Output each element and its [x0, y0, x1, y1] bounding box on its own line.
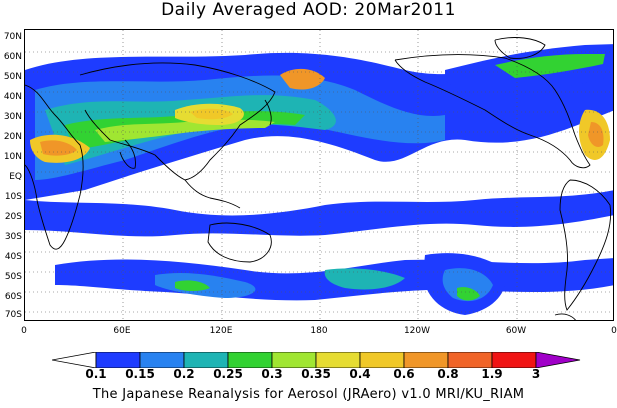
coast-india [119, 139, 136, 169]
colorbar-label-0.3: 0.3 [261, 367, 283, 381]
colorbar-bin-10 [491, 352, 537, 368]
colorbar-label-0.8: 0.8 [437, 367, 459, 381]
colorbar-label-0.2: 0.2 [173, 367, 195, 381]
coast-north-america [394, 54, 591, 169]
colorbar-label-0.25: 0.25 [213, 367, 243, 381]
aod-hotspot-nepac [280, 68, 325, 90]
aod-hotspot-asia-core [190, 108, 233, 120]
aod-band-north-5 [95, 119, 275, 142]
colorbar-label-0.6: 0.6 [393, 367, 415, 381]
lat-label-20n: 20N [3, 132, 22, 142]
aod-field [25, 44, 613, 315]
lat-label-30n: 30N [3, 112, 22, 122]
lat-label-50s: 50S [4, 272, 22, 282]
lon-label-180: 180 [310, 326, 328, 336]
coast-asia [79, 62, 276, 181]
coast-south-america [559, 179, 612, 311]
aod-hotspot-centralam-core [588, 122, 604, 147]
colorbar-bin-8 [403, 352, 449, 368]
coast-australia [207, 222, 272, 263]
credit-line: The Japanese Reanalysis for Aerosol (JRA… [92, 387, 525, 402]
lat-label-10s: 10S [4, 192, 22, 202]
colorbar-bin-3 [183, 352, 229, 368]
colorbar-high-triangle [535, 352, 581, 368]
aod-band-sa-2 [442, 268, 493, 302]
aod-band-southpac [324, 268, 405, 290]
colorbar-bin-9 [447, 352, 493, 368]
lon-label-120e: 120E [209, 326, 233, 336]
lon-label-0-west: 0 [21, 326, 27, 336]
lon-label-60w: 60W [505, 326, 527, 336]
lat-label-60s: 60S [4, 292, 22, 302]
colorbar-label-0.15: 0.15 [125, 367, 155, 381]
coast-greenland [494, 37, 546, 59]
coast-europe-africa [25, 84, 84, 250]
aod-hotspot-sa [457, 287, 480, 301]
colorbar-bin-2 [139, 352, 185, 368]
colorbar-bin-6 [315, 352, 361, 368]
aod-field-svg [25, 30, 613, 320]
lat-label-40n: 40N [3, 92, 22, 102]
colorbar-label-3: 3 [531, 367, 541, 381]
coast-se-asia [184, 179, 241, 209]
colorbar-label-0.1: 0.1 [85, 367, 107, 381]
coast-antarctic-pen [554, 313, 577, 320]
map-title: Daily Averaged AOD: 20Mar2011 [161, 0, 456, 20]
lat-label-eq: EQ [9, 172, 22, 182]
lat-label-20s: 20S [4, 212, 22, 222]
lat-label-40s: 40S [4, 252, 22, 262]
aod-colorbar [52, 352, 581, 368]
lat-label-60n: 60N [3, 52, 22, 62]
lat-label-70n: 70N [3, 32, 22, 42]
coastlines [25, 37, 612, 320]
lat-label-30s: 30S [4, 232, 22, 242]
colorbar-label-0.35: 0.35 [301, 367, 331, 381]
colorbar-bin-1 [95, 352, 141, 368]
colorbar-low-triangle [52, 352, 97, 368]
colorbar-label-0.4: 0.4 [349, 367, 371, 381]
lat-label-70s: 70S [4, 310, 22, 320]
aod-hotspot-south [175, 280, 210, 291]
colorbar-bin-4 [227, 352, 273, 368]
lon-label-0-east: 0 [611, 326, 617, 336]
aod-band-na-2 [495, 54, 605, 78]
colorbar-bin-5 [271, 352, 317, 368]
coast-japan [264, 99, 272, 126]
lon-label-60e: 60E [113, 326, 131, 336]
colorbar-bin-7 [359, 352, 405, 368]
lat-label-50n: 50N [3, 72, 22, 82]
colorbar-label-1.9: 1.9 [481, 367, 503, 381]
map-panel [24, 29, 614, 321]
lat-label-10n: 10N [3, 152, 22, 162]
lon-label-120w: 120W [403, 326, 431, 336]
aod-band-tropics [25, 190, 613, 237]
